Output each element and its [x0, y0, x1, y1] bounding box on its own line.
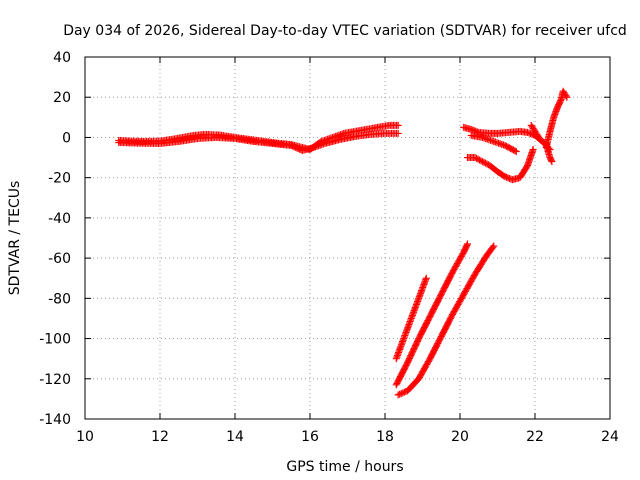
data-point	[394, 129, 402, 137]
data-point	[512, 148, 520, 156]
data-point	[506, 174, 513, 182]
data-point	[563, 93, 571, 101]
data-point	[473, 154, 480, 162]
series-track-main-lower	[115, 129, 402, 155]
data-point	[464, 240, 471, 248]
data-point	[511, 147, 519, 155]
x-tick-label: 18	[376, 429, 394, 445]
data-point	[463, 241, 471, 249]
y-tick-label: 0	[62, 130, 71, 146]
y-tick-label: -20	[48, 171, 71, 187]
data-point	[422, 274, 430, 282]
y-tick-label: -60	[48, 251, 71, 267]
chart-title: Day 034 of 2026, Sidereal Day-to-day VTE…	[63, 23, 627, 39]
y-axis-label: SDTVAR / TECUs	[7, 181, 23, 296]
data-point	[527, 130, 534, 138]
series-track-6	[464, 146, 537, 184]
y-tick-label: -100	[39, 332, 71, 348]
data-point	[483, 160, 491, 168]
series-track-2	[392, 240, 471, 389]
x-tick-label: 22	[526, 429, 544, 445]
x-tick-label: 14	[226, 429, 244, 445]
data-point	[529, 146, 537, 154]
data-point	[471, 154, 479, 162]
data-point	[467, 125, 475, 133]
data-point	[490, 242, 498, 250]
data-point	[399, 389, 407, 397]
grid-lines	[85, 57, 610, 419]
data-point	[524, 128, 531, 136]
data-point	[477, 157, 485, 165]
x-tick-labels: 10 12 14 16 18 20 22 24	[76, 429, 619, 445]
x-tick-label: 12	[151, 429, 169, 445]
y-tick-label: -120	[39, 372, 71, 388]
axis-ticks	[84, 56, 611, 420]
y-tick-labels: -140 -120 -100 -80 -60 -40 -20 0 20 40	[39, 50, 71, 428]
series-track-3	[394, 242, 498, 399]
data-marks	[115, 87, 571, 399]
data-point	[394, 391, 402, 399]
y-tick-label: 20	[53, 90, 71, 106]
data-point	[479, 158, 486, 166]
data-point	[504, 174, 512, 182]
plot-frame	[84, 56, 611, 420]
series-track-9	[542, 87, 571, 151]
data-point	[394, 121, 402, 129]
x-tick-label: 20	[451, 429, 469, 445]
y-tick-label: -40	[48, 211, 71, 227]
x-tick-label: 16	[301, 429, 319, 445]
data-point	[525, 129, 533, 137]
data-point	[557, 97, 565, 105]
data-point	[476, 156, 483, 164]
y-tick-label: -80	[48, 291, 71, 307]
data-point	[480, 158, 488, 166]
data-point	[397, 390, 405, 398]
y-tick-label: -140	[39, 412, 71, 428]
data-point	[562, 92, 570, 100]
data-point	[489, 243, 497, 251]
data-point	[501, 173, 509, 181]
data-point	[503, 173, 510, 181]
data-point	[474, 155, 482, 163]
data-point	[400, 388, 408, 396]
x-axis-label: GPS time / hours	[286, 459, 403, 475]
x-tick-label: 10	[76, 429, 94, 445]
series-track-1	[392, 274, 430, 363]
data-point	[396, 390, 404, 398]
series-track-5	[467, 131, 520, 156]
data-point	[547, 156, 555, 164]
data-point	[548, 158, 556, 166]
x-tick-label: 24	[601, 429, 619, 445]
data-point	[482, 159, 489, 167]
y-tick-label: 40	[53, 50, 71, 66]
